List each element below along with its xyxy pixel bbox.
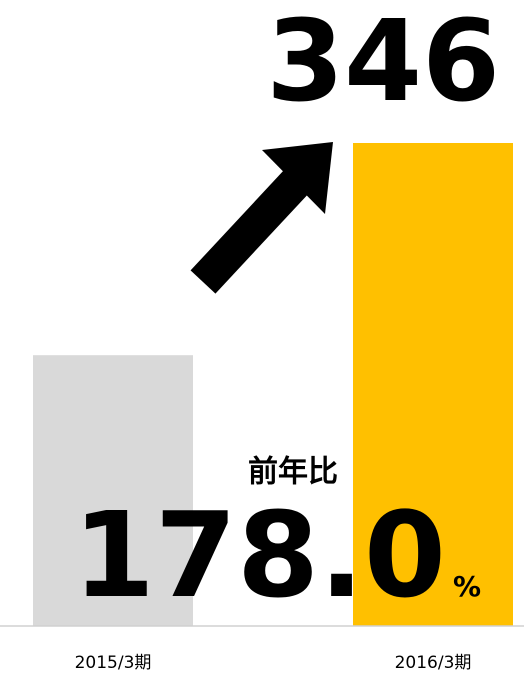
- x-tick-label: 2015/3期: [75, 653, 152, 673]
- x-tick-label: 2016/3期: [395, 653, 472, 673]
- annotation-label: 前年比: [248, 455, 338, 490]
- arrow: [190, 142, 333, 294]
- annotation-unit: %: [453, 570, 481, 603]
- annotation-value: 178.0: [73, 486, 446, 624]
- value-label: 346: [266, 0, 500, 127]
- bar: [353, 143, 513, 626]
- bar: [33, 355, 193, 626]
